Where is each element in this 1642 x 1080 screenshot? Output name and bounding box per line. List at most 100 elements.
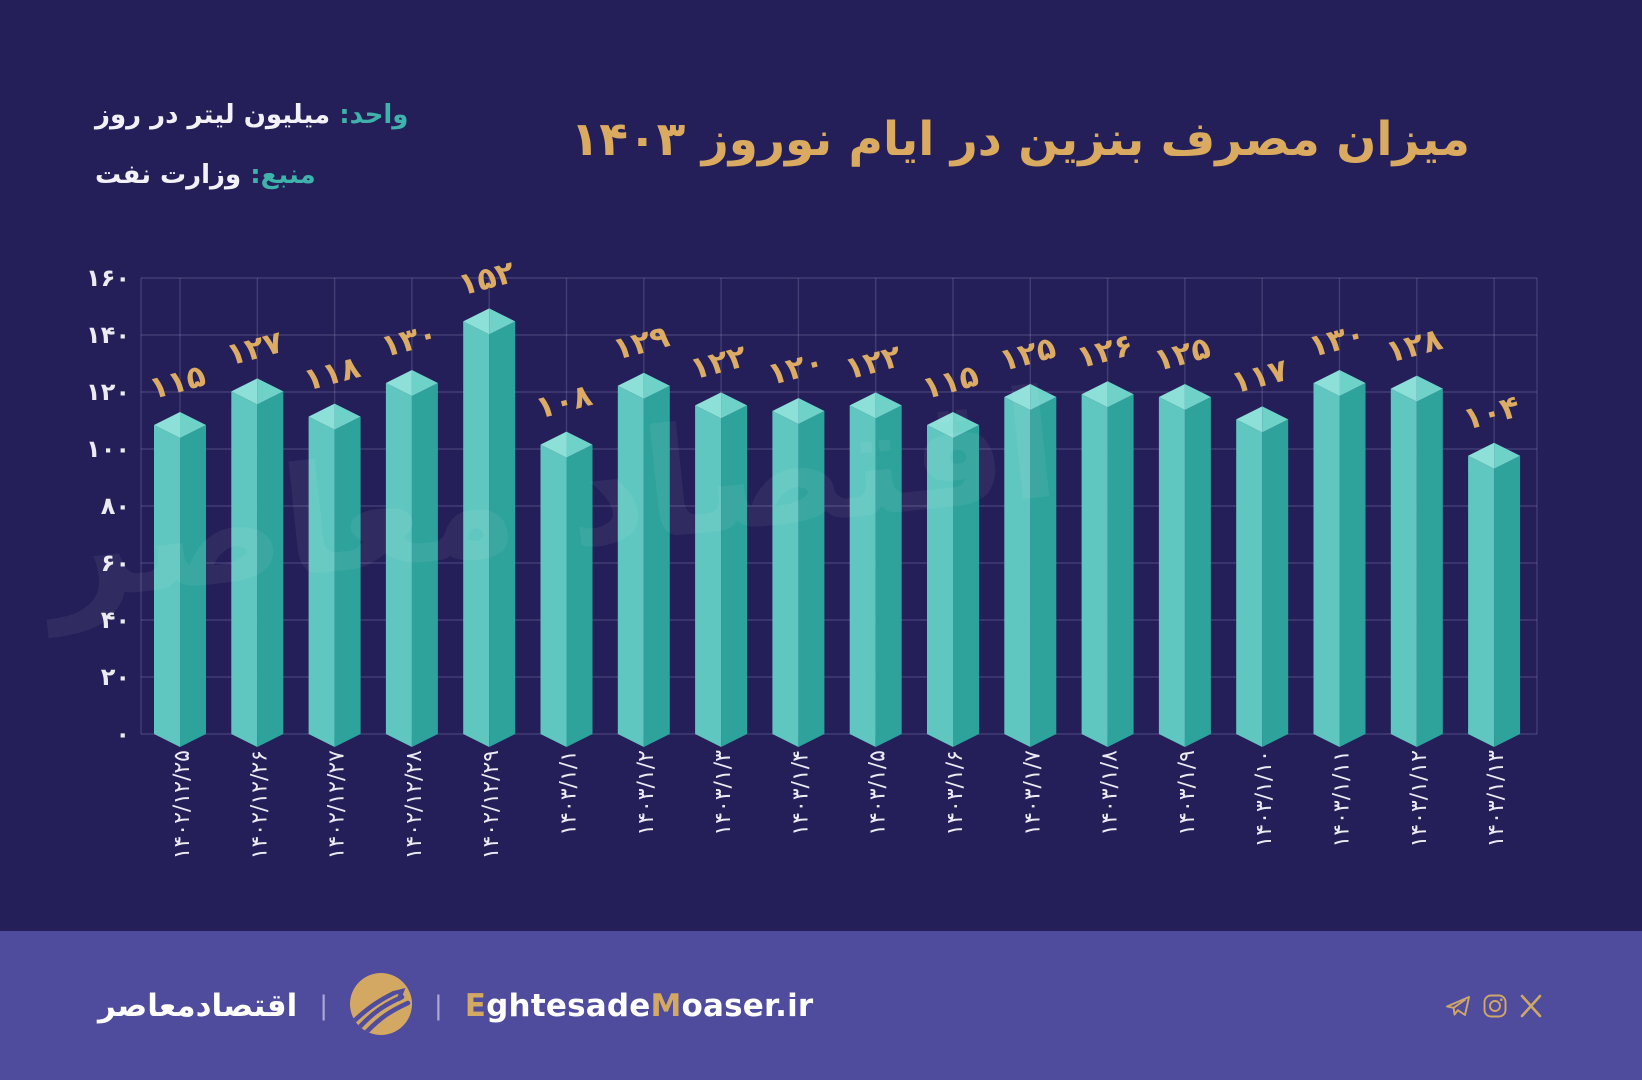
bar-left-face bbox=[695, 405, 722, 747]
unit-value: میلیون لیتر در روز bbox=[95, 100, 331, 130]
bar-right-face bbox=[1262, 419, 1289, 747]
bar-right-face bbox=[1416, 388, 1443, 747]
bar-value-label: ۱۱۵ bbox=[918, 358, 982, 407]
bar-cap-right bbox=[411, 370, 438, 396]
bar-left-face bbox=[154, 425, 180, 747]
bar-cap-right bbox=[1030, 384, 1057, 410]
bar-cap-right bbox=[1494, 442, 1521, 469]
bar-cap-left bbox=[540, 431, 567, 458]
bar-cap-right bbox=[1107, 381, 1134, 408]
bar-right-face bbox=[643, 385, 670, 747]
bar-right-face bbox=[489, 321, 516, 747]
bar-cap-right bbox=[953, 412, 979, 438]
bar-right-face bbox=[1030, 397, 1057, 747]
footer-brand-group: اقتصادمعاصر | | EghtesadeMoaser.ir bbox=[98, 972, 814, 1039]
x-tick-label: ۱۴۰۲/۱۲/۲۶ bbox=[247, 750, 272, 859]
x-tick-label: ۱۴۰۳/۱/۶ bbox=[943, 750, 968, 836]
bar-cap-right bbox=[489, 308, 516, 335]
instagram-icon[interactable] bbox=[1481, 992, 1509, 1020]
bar-value-label: ۱۲۶ bbox=[1073, 327, 1137, 376]
bar-cap-right bbox=[1184, 384, 1211, 410]
x-tick-label: ۱۴۰۳/۱/۳ bbox=[711, 750, 736, 836]
bar-value-label: ۱۲۲ bbox=[841, 338, 905, 387]
bar-value-label: ۱۲۲ bbox=[686, 338, 750, 387]
bar-cap-left bbox=[385, 370, 412, 396]
y-tick-label: ۴۰ bbox=[101, 606, 130, 634]
x-tick-label: ۱۴۰۳/۱/۱۱ bbox=[1330, 750, 1355, 848]
bar-cap-right bbox=[334, 403, 361, 430]
bar-value-label: ۱۳۰ bbox=[1305, 316, 1369, 365]
bar-right-face bbox=[798, 411, 825, 747]
bar-right-face bbox=[1339, 383, 1366, 747]
bar-right-face bbox=[180, 425, 206, 747]
bar-cap-left bbox=[231, 378, 258, 405]
bar-value-label: ۱۲۸ bbox=[1382, 321, 1446, 370]
bar-cap-right bbox=[566, 431, 593, 458]
bar-left-face bbox=[308, 416, 335, 747]
bar-left-face bbox=[1468, 455, 1495, 747]
page-title: میزان مصرف بنزین در ایام نوروز ۱۴۰۳ bbox=[570, 112, 1470, 167]
y-tick-label: ۸۰ bbox=[101, 492, 130, 520]
bar-cap-left bbox=[1081, 381, 1108, 408]
site-url[interactable]: EghtesadeMoaser.ir bbox=[464, 987, 814, 1024]
bar-chart: ۰ ۲۰ ۴۰ ۶۰ ۸۰ ۱۰۰ ۱۲۰ ۱۴۰ ۱۶۰ ۱۱۵ ۱۴۰۲/۱۲/۲۵ ۱۲۷ ۱۴۰… bbox=[86, 254, 1538, 860]
bar-value-label: ۱۰۴ bbox=[1459, 388, 1523, 437]
bar-value-label: ۱۲۰ bbox=[764, 344, 828, 393]
bar-cap-left bbox=[308, 403, 335, 430]
bar-cap-right bbox=[721, 392, 748, 419]
separator: | bbox=[319, 990, 329, 1021]
bar-cap-left bbox=[772, 398, 799, 424]
bar-value-label: ۱۱۵ bbox=[145, 358, 209, 407]
x-tick-label: ۱۴۰۳/۱/۱۲ bbox=[1407, 750, 1432, 848]
bar-cap-left bbox=[695, 392, 722, 419]
bar-cap-left bbox=[154, 412, 180, 438]
x-tick-label: ۱۴۰۲/۱۲/۲۹ bbox=[479, 750, 504, 859]
bar-left-face bbox=[849, 405, 876, 747]
bar-cap-left bbox=[927, 412, 953, 438]
telegram-icon[interactable] bbox=[1444, 992, 1472, 1020]
bar-value-label: ۱۲۷ bbox=[223, 324, 287, 373]
x-tick-label: ۱۴۰۳/۱/۸ bbox=[1098, 750, 1123, 836]
x-tick-label: ۱۴۰۳/۱/۲ bbox=[634, 750, 659, 836]
x-tick-label: ۱۴۰۳/۱/۷ bbox=[1020, 750, 1045, 836]
bar-cap-left bbox=[1390, 375, 1417, 402]
x-tick-label: ۱۴۰۳/۱/۵ bbox=[866, 750, 891, 836]
source-line: منبع: وزارت نفت bbox=[95, 162, 408, 188]
bar-right-face bbox=[721, 405, 748, 747]
bar-left-face bbox=[1004, 397, 1031, 747]
x-icon[interactable] bbox=[1518, 993, 1544, 1019]
y-tick-label: ۱۶۰ bbox=[86, 264, 130, 292]
brand-logo-icon bbox=[350, 972, 413, 1039]
bar-cap-right bbox=[1262, 406, 1289, 433]
bar-right-face bbox=[875, 405, 902, 747]
bar-cap-right bbox=[875, 392, 902, 419]
bar-left-face bbox=[1390, 388, 1417, 747]
bar-cap-right bbox=[798, 398, 825, 424]
bar-cap-left bbox=[1468, 442, 1495, 469]
bar-right-face bbox=[1184, 397, 1211, 747]
bar-value-label: ۱۱۷ bbox=[1228, 352, 1292, 401]
bar-left-face bbox=[617, 385, 644, 747]
social-links bbox=[1444, 992, 1544, 1020]
bar-right-face bbox=[566, 444, 593, 747]
bar-cap-left bbox=[617, 372, 644, 399]
bar-cap-left bbox=[1158, 384, 1185, 410]
x-tick-label: ۱۴۰۳/۱/۹ bbox=[1175, 750, 1200, 836]
bar-value-label: ۱۰۸ bbox=[532, 377, 596, 426]
bar-left-face bbox=[927, 425, 953, 747]
bar-value-label: ۱۳۰ bbox=[377, 316, 441, 365]
bar-left-face bbox=[1081, 394, 1108, 747]
bar-value-label: ۱۲۵ bbox=[1150, 330, 1214, 379]
x-tick-label: ۱۴۰۲/۱۲/۲۵ bbox=[170, 750, 195, 859]
x-tick-label: ۱۴۰۲/۱۲/۲۷ bbox=[325, 750, 350, 860]
separator: | bbox=[434, 990, 443, 1021]
bar-right-face bbox=[953, 425, 979, 747]
y-tick-label: ۱۰۰ bbox=[86, 435, 130, 463]
bar-cap-left bbox=[1236, 406, 1263, 433]
x-tick-label: ۱۴۰۳/۱/۱۰ bbox=[1252, 750, 1277, 848]
bar-cap-left bbox=[463, 308, 490, 335]
bar-value-label: ۱۵۲ bbox=[455, 254, 519, 303]
unit-label: واحد: bbox=[339, 100, 409, 130]
bar-left-face bbox=[1158, 397, 1185, 747]
